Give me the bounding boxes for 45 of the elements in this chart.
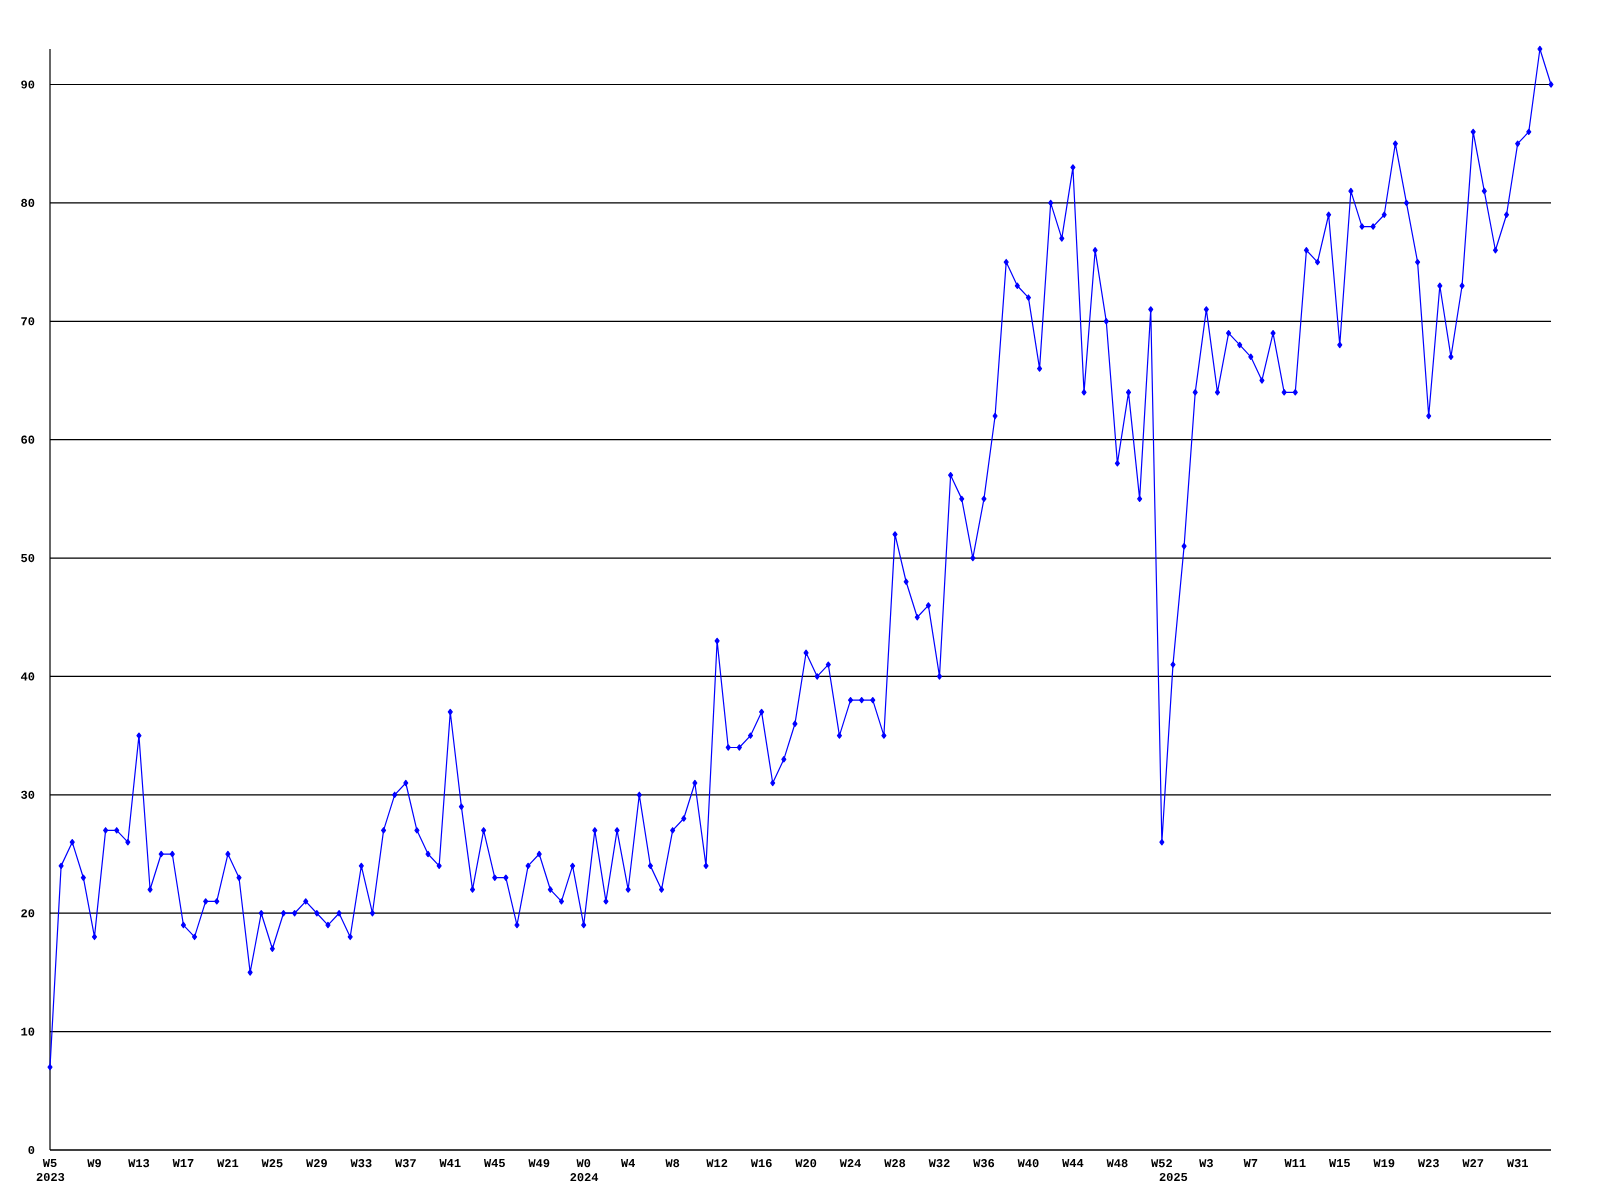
x-tick-label: 2025: [1159, 1172, 1188, 1182]
y-tick-label: 80: [21, 198, 35, 207]
x-tick-label: W17: [172, 1159, 194, 1167]
x-tick-label: W24: [839, 1159, 861, 1168]
x-tick-label: W4: [620, 1159, 636, 1167]
x-tick-label: W33: [350, 1159, 372, 1168]
x-tick-label: W37: [395, 1159, 416, 1168]
y-tick-label: 70: [21, 317, 35, 326]
x-tick-label: W48: [1106, 1159, 1128, 1168]
x-tick-label: W52: [1151, 1159, 1172, 1168]
y-tick-label: 60: [21, 435, 35, 444]
x-tick-label: W3: [1199, 1159, 1213, 1168]
x-tick-label: W29: [306, 1159, 327, 1168]
y-tick-label: 0: [28, 1145, 35, 1155]
y-tick-label: 10: [21, 1027, 35, 1036]
x-tick-label: W11: [1284, 1159, 1306, 1167]
x-tick-label: W19: [1373, 1159, 1395, 1168]
x-tick-label: W20: [795, 1159, 817, 1168]
x-tick-label: W31: [1506, 1159, 1528, 1168]
y-tick-label: 90: [21, 80, 35, 89]
x-tick-label: W21: [217, 1159, 239, 1168]
x-tick-label: W8: [665, 1159, 680, 1168]
x-tick-label: W44: [1062, 1159, 1084, 1167]
x-tick-label: W0 2024: [570, 1159, 599, 1182]
y-tick-label: 20: [21, 909, 35, 918]
y-tick-label: 50: [21, 553, 35, 563]
x-tick-label: W45: [483, 1159, 505, 1168]
x-tick-label: W25: [261, 1159, 283, 1168]
y-tick-label: 30: [21, 790, 35, 799]
x-tick-label: W40: [1017, 1159, 1039, 1168]
x-tick-label: W12: [706, 1159, 728, 1168]
x-tick-label: W5 2023: [36, 1159, 65, 1182]
x-tick-label: W9: [87, 1159, 101, 1168]
x-tick-label: W7: [1243, 1159, 1258, 1167]
x-tick-label: W28: [884, 1159, 906, 1168]
y-tick-label: 40: [20, 672, 35, 681]
x-tick-label: W27: [1462, 1159, 1484, 1168]
x-tick-label: W13: [128, 1159, 150, 1168]
x-tick-label: W41: [439, 1159, 461, 1167]
x-tick-label: W32: [928, 1159, 950, 1168]
x-tick-label: W36: [973, 1159, 995, 1168]
x-tick-label: W16: [750, 1159, 772, 1168]
x-tick-label: W23: [1417, 1159, 1439, 1168]
x-tick-label: W49: [528, 1159, 550, 1168]
x-tick-label: W15: [1328, 1159, 1350, 1168]
